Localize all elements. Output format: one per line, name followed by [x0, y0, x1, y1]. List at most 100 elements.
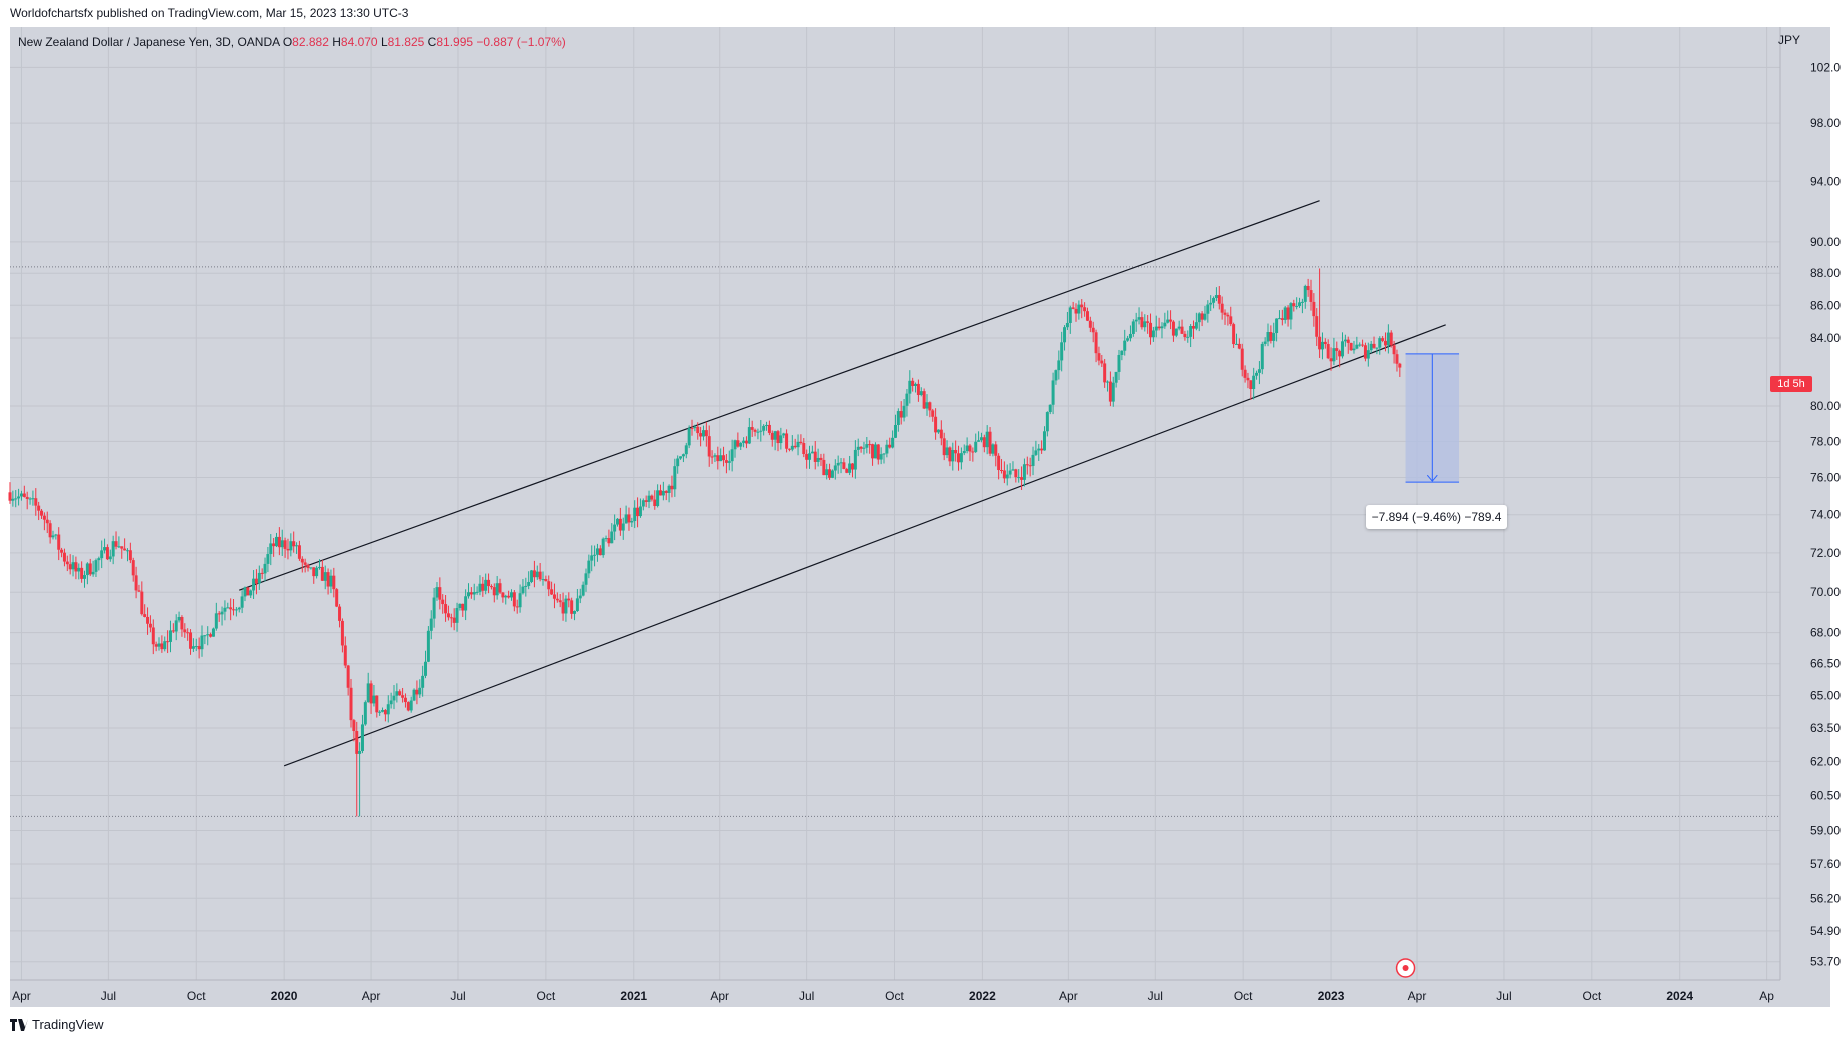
channel-upper-line [239, 200, 1320, 591]
candle-body [315, 567, 319, 577]
candle-body [160, 643, 164, 650]
chart-area[interactable] [10, 27, 1830, 1007]
x-tick-label: Oct [885, 989, 904, 1003]
candle-body [329, 575, 333, 587]
candle-body [893, 424, 897, 438]
candle-body [638, 506, 642, 517]
candle-body [34, 498, 38, 506]
candle-body [1298, 302, 1302, 307]
candle-body [94, 560, 98, 572]
candle-body [581, 584, 585, 596]
candle-body [272, 543, 276, 547]
candle-body [1134, 319, 1138, 322]
candle-body [830, 470, 834, 478]
candle-body [383, 710, 387, 715]
y-tick-label: 86.000 [1810, 298, 1841, 312]
candle-body [719, 455, 723, 462]
candle-body [974, 441, 978, 452]
candle-body [730, 449, 734, 462]
x-tick-label: Jul [1148, 989, 1163, 1003]
candle-body [191, 646, 195, 649]
candle-body [670, 485, 674, 490]
candle-body [945, 447, 949, 456]
candle-body [292, 541, 296, 547]
candle-body [1194, 322, 1198, 329]
candle-body [759, 430, 763, 432]
candle-body [1323, 341, 1327, 345]
candle-body [1286, 307, 1290, 320]
candle-body [1197, 313, 1201, 323]
candle-body [676, 458, 680, 467]
candle-body [839, 462, 843, 464]
y-tick-label: 80.000 [1810, 399, 1841, 413]
candle-body [661, 490, 665, 496]
candle-body [1045, 412, 1049, 432]
candle-body [902, 405, 906, 418]
candle-body [487, 579, 491, 587]
candle-body [1034, 450, 1038, 455]
candle-body [8, 492, 12, 501]
candle-body [1051, 380, 1055, 405]
candle-body [1355, 344, 1359, 349]
candle-body [171, 630, 175, 632]
candle-body [1005, 474, 1009, 479]
candle-body [203, 635, 207, 637]
candle-body [77, 567, 81, 572]
candle-body [340, 620, 344, 646]
candle-body [197, 646, 201, 650]
candle-body [464, 596, 468, 611]
candle-body [286, 548, 290, 551]
candle-body [80, 567, 84, 579]
candle-body [398, 691, 402, 696]
candle-body [1183, 333, 1187, 338]
candle-body [363, 702, 367, 725]
candle-body [756, 431, 760, 433]
measure-label[interactable]: −7.894 (−9.46%) −789.4 [1366, 505, 1507, 529]
candle-body [753, 429, 757, 432]
close-label: C [427, 35, 437, 49]
candle-body [787, 448, 791, 450]
footer-brand[interactable]: TradingView [10, 1017, 104, 1032]
y-tick-label: 78.000 [1810, 434, 1841, 448]
candle-body [1068, 307, 1072, 323]
candle-body [214, 613, 218, 629]
x-tick-label: 2023 [1318, 989, 1345, 1003]
candle-body [1020, 477, 1024, 480]
candle-body [865, 444, 869, 448]
candle-body [899, 411, 903, 418]
y-tick-label: 70.000 [1810, 585, 1841, 599]
candle-body [782, 433, 786, 436]
candle-body [541, 579, 545, 581]
candle-body [1017, 477, 1021, 479]
x-tick-label: Oct [537, 989, 556, 1003]
candle-body [922, 391, 926, 409]
chart-svg[interactable]: 102.000 98.000 94.000 90.000 88.000 86.000 84.… [0, 0, 1841, 1010]
candle-body [1226, 314, 1230, 317]
candle-body [1280, 318, 1284, 320]
candle-body [223, 607, 227, 612]
candle-body [575, 598, 579, 612]
candle-body [713, 455, 717, 457]
candle-body [65, 561, 69, 565]
candle-body [206, 634, 210, 636]
y-tick-label: 76.000 [1810, 471, 1841, 485]
candle-body [14, 498, 18, 500]
candle-body [125, 550, 129, 552]
candle-body [1289, 303, 1293, 320]
x-tick-label: 2020 [271, 989, 298, 1003]
candle-body [120, 546, 124, 549]
candle-body [1243, 369, 1247, 378]
candle-body [704, 430, 708, 437]
candle-body [421, 675, 425, 688]
currency-label[interactable]: JPY [1778, 33, 1801, 47]
symbol-title[interactable]: New Zealand Dollar / Japanese Yen, 3D, O… [18, 35, 280, 49]
candle-body [1292, 303, 1296, 307]
x-tick-label: Apr [362, 989, 381, 1003]
candle-body [472, 592, 476, 595]
candle-body [816, 457, 820, 462]
candle-body [154, 644, 158, 647]
x-tick-label: Jul [450, 989, 465, 1003]
candle-body [1266, 332, 1270, 342]
candle-body [1002, 470, 1006, 479]
y-tick-label: 68.000 [1810, 626, 1841, 640]
